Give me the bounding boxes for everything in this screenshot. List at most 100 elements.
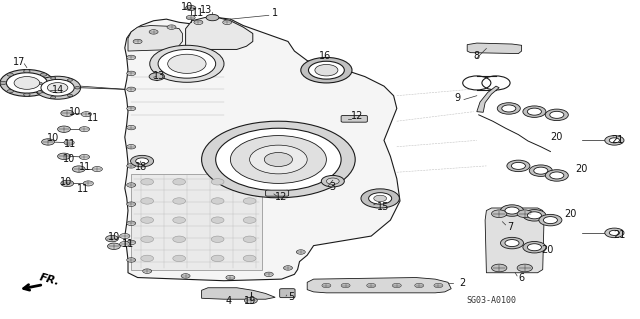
Circle shape	[42, 139, 54, 145]
Text: 11: 11	[192, 8, 205, 19]
Circle shape	[83, 181, 93, 186]
Circle shape	[127, 258, 136, 262]
Circle shape	[127, 183, 136, 187]
Circle shape	[296, 250, 305, 254]
Circle shape	[24, 93, 30, 96]
Circle shape	[223, 20, 232, 25]
Circle shape	[37, 82, 42, 85]
Circle shape	[502, 105, 516, 112]
Circle shape	[609, 230, 620, 235]
Text: 6: 6	[518, 273, 525, 283]
Circle shape	[40, 90, 47, 93]
Circle shape	[374, 195, 387, 202]
Circle shape	[605, 136, 624, 145]
Circle shape	[173, 236, 186, 242]
Circle shape	[127, 87, 136, 92]
Circle shape	[136, 158, 148, 164]
Text: 13: 13	[152, 71, 165, 81]
Circle shape	[230, 136, 326, 183]
Circle shape	[550, 172, 564, 179]
Text: 18: 18	[134, 161, 147, 172]
Circle shape	[367, 283, 376, 288]
Circle shape	[0, 70, 54, 96]
Circle shape	[264, 272, 273, 277]
Circle shape	[605, 228, 624, 238]
Circle shape	[141, 255, 154, 262]
Circle shape	[434, 283, 443, 288]
Circle shape	[141, 179, 154, 185]
Circle shape	[173, 255, 186, 262]
Circle shape	[341, 283, 350, 288]
Circle shape	[369, 193, 392, 204]
Circle shape	[51, 77, 56, 79]
Text: 10: 10	[47, 133, 60, 143]
Circle shape	[40, 73, 47, 76]
Text: 11: 11	[79, 161, 92, 172]
Circle shape	[315, 64, 338, 76]
Circle shape	[500, 205, 524, 216]
Text: 10: 10	[181, 2, 194, 12]
Text: 9: 9	[454, 93, 461, 103]
Circle shape	[326, 178, 339, 184]
Circle shape	[167, 25, 176, 29]
Circle shape	[133, 39, 142, 44]
Circle shape	[415, 283, 424, 288]
Circle shape	[194, 20, 203, 25]
Circle shape	[0, 81, 6, 85]
Circle shape	[497, 103, 520, 114]
Circle shape	[131, 155, 154, 167]
Circle shape	[181, 274, 190, 278]
Text: 4: 4	[226, 296, 232, 307]
Circle shape	[58, 126, 70, 132]
Text: 20: 20	[541, 245, 554, 256]
Circle shape	[120, 234, 130, 239]
Circle shape	[75, 86, 80, 89]
Circle shape	[14, 77, 40, 89]
Circle shape	[127, 145, 136, 149]
Text: 16: 16	[319, 51, 332, 61]
Polygon shape	[202, 288, 275, 299]
Circle shape	[308, 61, 344, 79]
Circle shape	[61, 110, 74, 116]
Circle shape	[173, 198, 186, 204]
Text: 21: 21	[611, 135, 624, 145]
Text: 10: 10	[63, 154, 76, 165]
Circle shape	[141, 198, 154, 204]
Text: 3: 3	[330, 182, 336, 192]
Circle shape	[127, 164, 136, 168]
Circle shape	[108, 243, 120, 249]
Text: SG03-A0100: SG03-A0100	[466, 296, 516, 305]
Text: 7: 7	[508, 222, 514, 232]
Text: 11: 11	[77, 184, 90, 194]
Text: 12: 12	[351, 111, 364, 122]
Circle shape	[173, 179, 186, 185]
Circle shape	[361, 189, 399, 208]
Polygon shape	[186, 18, 253, 49]
Circle shape	[211, 198, 224, 204]
Polygon shape	[485, 208, 544, 273]
Circle shape	[505, 240, 519, 247]
Circle shape	[37, 91, 42, 93]
Text: 19: 19	[243, 296, 256, 307]
Circle shape	[127, 221, 136, 226]
Circle shape	[79, 127, 90, 132]
Circle shape	[243, 236, 256, 242]
Circle shape	[186, 5, 196, 11]
Circle shape	[529, 165, 552, 176]
Circle shape	[492, 210, 507, 218]
Circle shape	[41, 79, 74, 96]
Circle shape	[127, 106, 136, 111]
Circle shape	[284, 266, 292, 270]
Circle shape	[67, 94, 72, 97]
Circle shape	[7, 73, 13, 76]
FancyBboxPatch shape	[266, 190, 289, 196]
Circle shape	[321, 175, 344, 187]
Circle shape	[500, 237, 524, 249]
Circle shape	[523, 241, 546, 253]
Text: 11: 11	[64, 139, 77, 149]
Text: 20: 20	[575, 164, 588, 174]
Circle shape	[527, 244, 541, 251]
Circle shape	[72, 166, 85, 172]
Circle shape	[211, 255, 224, 262]
Circle shape	[301, 57, 352, 83]
